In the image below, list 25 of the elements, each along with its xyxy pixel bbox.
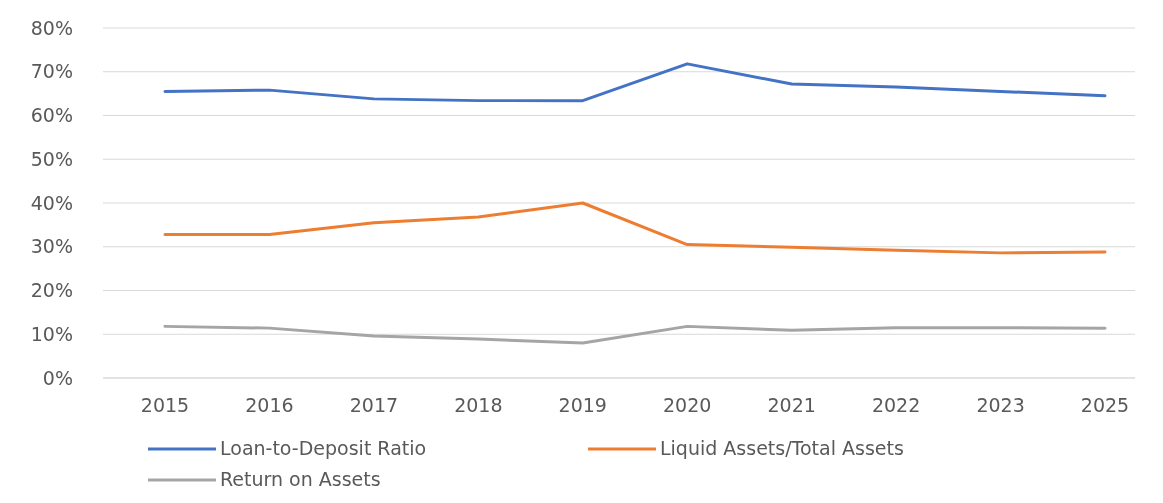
y-tick-label: 70% [30, 60, 73, 83]
y-tick-label: 40% [30, 191, 73, 214]
x-tick-label: 2017 [349, 394, 399, 416]
x-tick-label: 2015 [140, 394, 190, 416]
y-tick-label: 10% [30, 322, 73, 345]
x-tick-label: 2023 [976, 394, 1025, 416]
line-series [163, 62, 1107, 103]
line-series [163, 201, 1107, 255]
y-tick-label: 80% [30, 16, 73, 39]
y-tick-label: 20% [30, 279, 73, 302]
legend-label: Liquid Assets/Total Assets [660, 437, 904, 459]
y-tick-label: 30% [30, 235, 73, 258]
line-series [163, 324, 1107, 345]
x-tick-label: 2019 [558, 394, 607, 416]
x-tick-label: 2022 [871, 394, 921, 416]
x-tick-label: 2021 [767, 394, 816, 416]
y-tick-label: 60% [30, 104, 73, 127]
y-tick-label: 0% [42, 366, 73, 389]
x-tick-label: 2018 [454, 394, 503, 416]
x-tick-label: 2016 [245, 394, 294, 416]
y-tick-label: 50% [30, 147, 73, 170]
x-tick-label: 2025 [1080, 394, 1130, 416]
legend-label: Loan-to-Deposit Ratio [220, 437, 427, 459]
legend-label: Return on Assets [220, 468, 381, 490]
x-tick-label: 2020 [663, 394, 712, 416]
